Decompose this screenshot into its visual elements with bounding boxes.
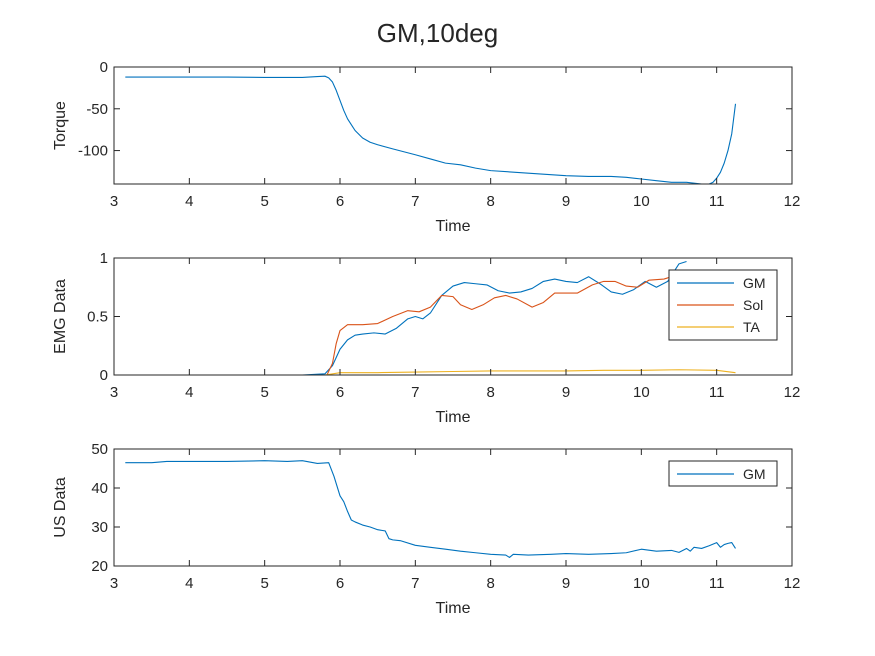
x-tick-label: 6	[336, 193, 344, 210]
x-axis-label: Time	[436, 600, 471, 617]
series-line-sol	[114, 275, 676, 375]
series-line-gm	[125, 460, 736, 558]
y-tick-label: -50	[86, 101, 108, 118]
x-tick-label: 8	[486, 384, 494, 401]
x-tick-label: 7	[411, 384, 419, 401]
x-tick-label: 3	[110, 575, 118, 592]
x-tick-label: 12	[784, 193, 801, 210]
y-tick-label: 0	[100, 59, 108, 76]
y-tick-label: 30	[91, 519, 108, 536]
y-axis-label: EMG Data	[52, 279, 69, 354]
y-tick-label: 20	[91, 558, 108, 575]
x-axis-label: Time	[436, 409, 471, 426]
x-axis-label: Time	[436, 218, 471, 235]
x-tick-label: 9	[562, 193, 570, 210]
x-tick-label: 11	[709, 575, 725, 592]
x-tick-label: 9	[562, 575, 570, 592]
x-tick-label: 6	[336, 384, 344, 401]
x-tick-label: 3	[110, 193, 118, 210]
x-tick-label: 10	[633, 384, 650, 401]
series-line-ta	[114, 369, 736, 375]
axes-box	[113, 448, 793, 567]
series-line-series-1	[125, 75, 737, 184]
y-tick-label: 1	[100, 250, 108, 267]
x-tick-label: 8	[486, 193, 494, 210]
legend-label-ta: TA	[743, 319, 761, 335]
y-tick-label: 40	[91, 480, 108, 497]
axes-box	[113, 66, 793, 185]
x-tick-label: 4	[185, 193, 193, 210]
x-tick-label: 7	[411, 193, 419, 210]
x-tick-label: 7	[411, 575, 419, 592]
x-tick-label: 4	[185, 384, 193, 401]
subplot-2: 3 4 5 6 7 8 9 10 11 12 0 0.5 1 Time EMG Data GM Sol TA	[52, 250, 800, 426]
x-tick-label: 12	[784, 384, 801, 401]
y-tick-label: -100	[78, 143, 108, 160]
subplot-1: 3 4 5 6 7 8 9 10 11 12 0 -50 -100 Time Torque	[52, 59, 800, 235]
y-tick-label: 50	[91, 441, 108, 458]
legend-label-gm: GM	[743, 275, 766, 291]
y-tick-label: 0.5	[87, 309, 108, 326]
y-axis-label: US Data	[52, 477, 69, 538]
legend: GM Sol TA	[668, 269, 778, 341]
y-tick-label: 0	[100, 367, 108, 384]
x-tick-label: 5	[260, 193, 268, 210]
x-tick-label: 12	[784, 575, 801, 592]
x-tick-label: 4	[185, 575, 193, 592]
x-tick-label: 11	[709, 193, 725, 210]
subplot-3: 3 4 5 6 7 8 9 10 11 12 20 30 40 50 Time US Data GM	[52, 441, 800, 617]
series-line-gm	[114, 260, 687, 375]
x-tick-label: 10	[633, 575, 650, 592]
legend-label-sol: Sol	[743, 297, 763, 313]
x-tick-label: 8	[486, 575, 494, 592]
y-axis-label: Torque	[52, 101, 69, 150]
x-tick-label: 10	[633, 193, 650, 210]
x-tick-label: 3	[110, 384, 118, 401]
plot-area	[114, 67, 792, 184]
figure-title: GM,10deg	[377, 18, 498, 48]
x-tick-label: 6	[336, 575, 344, 592]
x-tick-label: 5	[260, 384, 268, 401]
x-tick-label: 9	[562, 384, 570, 401]
legend-label-gm: GM	[743, 466, 766, 482]
x-tick-label: 11	[709, 384, 725, 401]
legend: GM	[668, 460, 778, 487]
x-tick-label: 5	[260, 575, 268, 592]
